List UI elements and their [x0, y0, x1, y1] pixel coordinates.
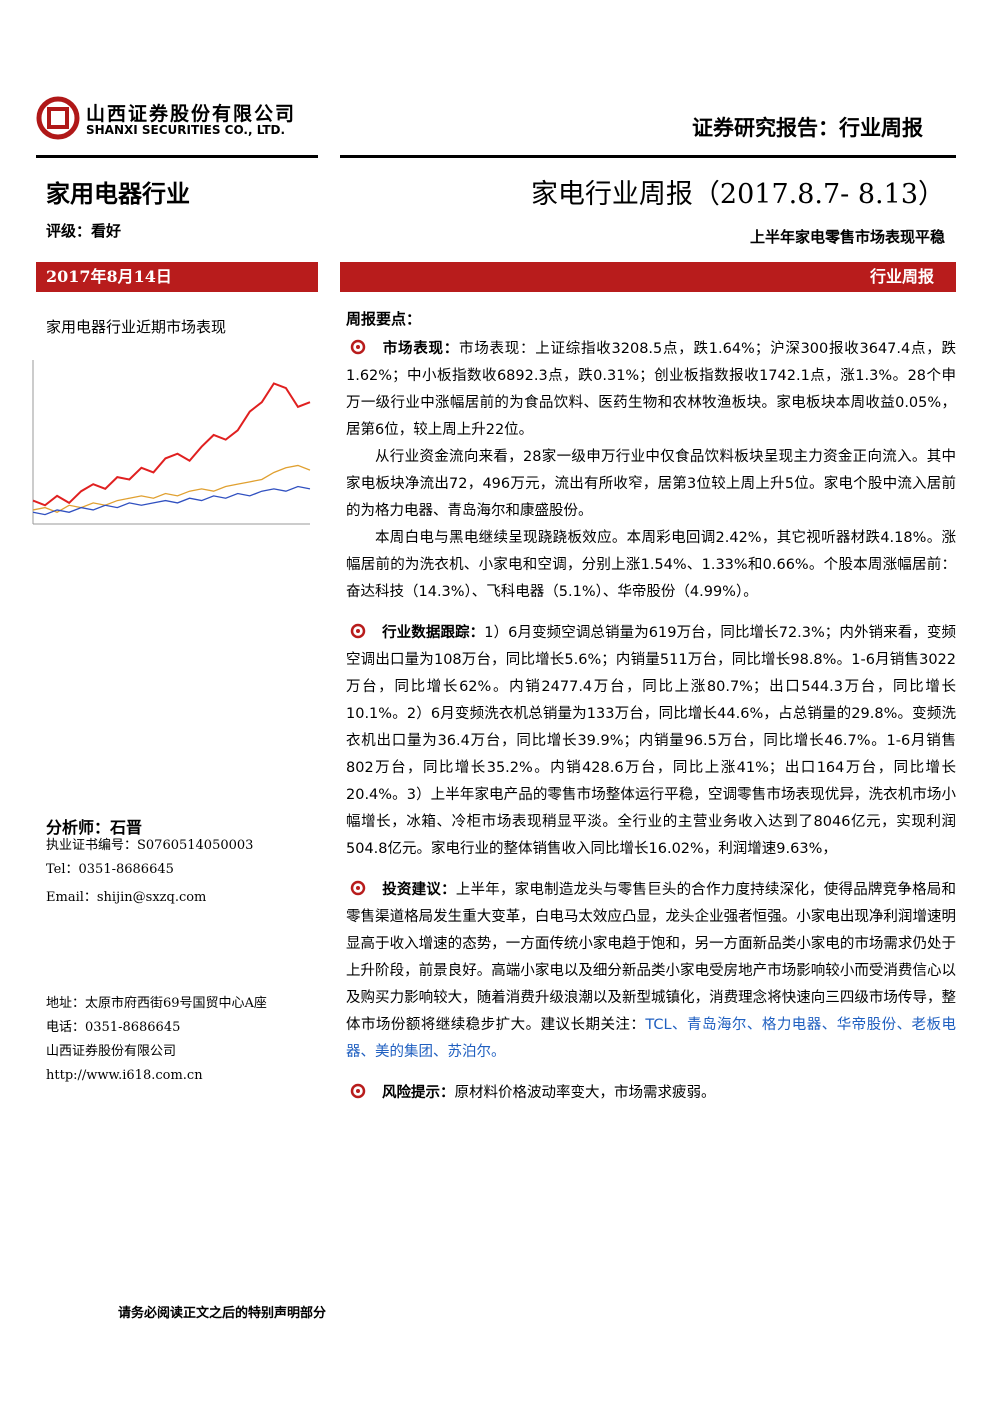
section-label: 行业数据跟踪：	[382, 625, 485, 641]
industry: 家用电器行业	[46, 180, 190, 208]
address-line: http://www.i618.com.cn	[46, 1068, 203, 1083]
paragraph: 从行业资金流向来看，28家一级申万行业中仅食品饮料板块呈现主力资金正向流入。其中…	[346, 444, 956, 525]
address-line: 山西证券股份有限公司	[46, 1044, 177, 1059]
company-en: SHANXI SECURITIES CO., LTD.	[86, 123, 286, 137]
company-cn: 山西证券股份有限公司	[86, 103, 297, 125]
analyst: 分析师：石晋	[46, 818, 143, 837]
contact: 执业证书编号：S0760514050003 Tel：0351-8686645 E…	[46, 834, 253, 910]
logo	[36, 96, 80, 140]
footer: 请务必阅读正文之后的特别声明部分	[118, 1306, 327, 1321]
rule	[36, 155, 318, 158]
paragraph-text: 本周白电与黑电继续呈现跷跷板效应。本周彩电回调2.42%，其它视听器材跌4.18…	[346, 530, 956, 600]
paragraph: 投资建议：上半年，家电制造龙头与零售巨头的合作力度持续深化，使得品牌竞争格局和零…	[346, 877, 956, 1066]
tag: 行业周报	[340, 262, 956, 292]
bullet-icon	[350, 339, 366, 355]
rule	[340, 155, 956, 158]
bullet-dot	[356, 886, 360, 890]
bullet-ring	[350, 1083, 366, 1099]
rating: 评级：看好	[46, 222, 122, 240]
paragraph: 行业数据跟踪：1）6月变频空调总销量为619万台，同比增长72.3%；内外销来看…	[346, 620, 956, 863]
summary: 市场表现：市场表现：上证综指收3208.5点，跌1.64%；沪深300报收364…	[346, 322, 956, 1107]
bullet-ring	[350, 339, 366, 355]
chart-title: 家用电器行业近期市场表现	[46, 318, 227, 336]
bullet-icon	[350, 623, 366, 639]
chart-bg	[28, 352, 318, 552]
bullet-ring	[350, 623, 366, 639]
bullet-icon	[350, 880, 366, 896]
section: 市场表现：市场表现：上证综指收3208.5点，跌1.64%；沪深300报收364…	[346, 336, 956, 606]
title: 家电行业周报（2017.8.7- 8.13）	[530, 179, 945, 210]
summary-heading: 周报要点：	[346, 310, 422, 328]
paragraph-text: 市场表现：上证综指收3208.5点，跌1.64%；沪深300报收3647.4点，…	[346, 341, 956, 438]
report-type: 证券研究报告：行业周报	[692, 116, 923, 140]
license: 执业证书编号：S0760514050003	[46, 838, 254, 853]
section: 行业数据跟踪：1）6月变频空调总销量为619万台，同比增长72.3%；内外销来看…	[346, 620, 956, 863]
section: 投资建议：上半年，家电制造龙头与零售巨头的合作力度持续深化，使得品牌竞争格局和零…	[346, 877, 956, 1066]
paragraph-text: 1）6月变频空调总销量为619万台，同比增长72.3%；内外销来看，变频空调出口…	[346, 625, 957, 857]
address-line: 电话：0351-8686645	[46, 1020, 181, 1035]
series-line	[32, 382, 311, 507]
address: 地址：太原市府西街69号国贸中心A座 电话：0351-8686645 山西证券股份有…	[46, 992, 267, 1088]
bullet-dot	[356, 629, 360, 633]
bullet-icon	[350, 1083, 366, 1099]
section: 风险提示：原材料价格波动率变大，市场需求疲弱。	[346, 1080, 956, 1107]
chart	[28, 352, 318, 552]
series-line	[32, 464, 311, 514]
paragraph: 本周白电与黑电继续呈现跷跷板效应。本周彩电回调2.42%，其它视听器材跌4.18…	[346, 525, 956, 606]
paragraph-text: 从行业资金流向来看，28家一级申万行业中仅食品饮料板块呈现主力资金正向流入。其中…	[346, 449, 956, 519]
paragraph: 市场表现：市场表现：上证综指收3208.5点，跌1.64%；沪深300报收364…	[346, 336, 956, 444]
subtitle: 上半年家电零售市场表现平稳	[749, 228, 945, 246]
series-line	[32, 485, 311, 516]
bullet-ring	[350, 880, 366, 896]
date: 2017年8月14日	[36, 262, 318, 292]
bullet-dot	[356, 345, 360, 349]
stock-links: TCL、青岛海尔、格力电器、华帝股份、老板电器、美的集团、苏泊尔。	[346, 1017, 956, 1060]
address-line: 地址：太原市府西街69号国贸中心A座	[46, 996, 267, 1011]
email: Email：shijin@sxzq.com	[46, 890, 207, 905]
tel: Tel：0351-8686645	[46, 862, 174, 877]
section-label: 投资建议：	[382, 882, 456, 898]
paragraph-text: 上半年，家电制造龙头与零售巨头的合作力度持续深化，使得品牌竞争格局和零售渠道格局…	[346, 882, 957, 1033]
section-label: 风险提示：	[382, 1085, 455, 1101]
paragraph: 风险提示：原材料价格波动率变大，市场需求疲弱。	[346, 1080, 956, 1107]
bullet-dot	[356, 1089, 360, 1093]
section-label: 市场表现：	[382, 341, 460, 357]
paragraph-text: 原材料价格波动率变大，市场需求疲弱。	[454, 1085, 716, 1101]
